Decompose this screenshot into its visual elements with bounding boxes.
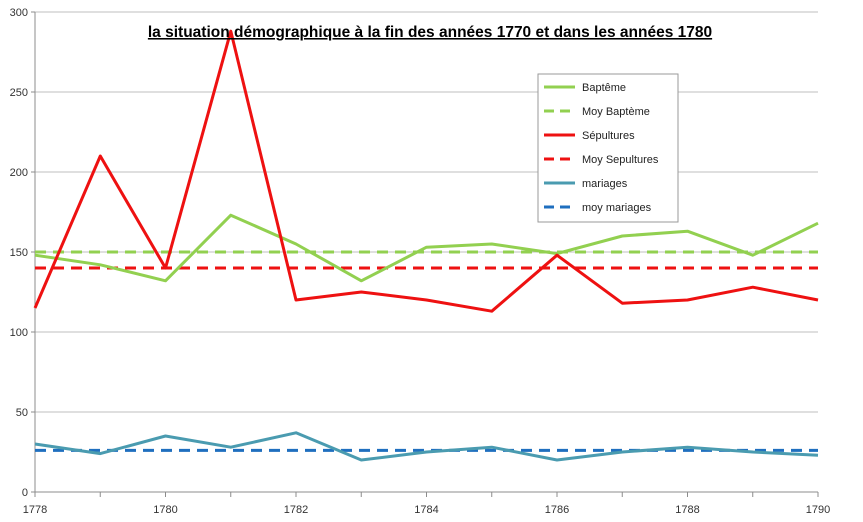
x-tick-label: 1784: [414, 504, 438, 516]
gridlines: [35, 11, 818, 413]
series-line-5: [34, 431, 819, 462]
y-tick-label: 50: [16, 407, 28, 419]
legend-label-2: Moy Baptème: [582, 106, 650, 118]
y-tick-label: 200: [10, 167, 28, 179]
legend-label-4: Moy Sepultures: [582, 154, 659, 166]
x-tick-label: 1778: [23, 504, 47, 516]
chart-title: la situation démographique à la fin des …: [148, 24, 712, 41]
legend-label-3: Sépultures: [582, 130, 635, 142]
legend: Baptême Moy Baptème Sépultures Moy Sepultur…: [537, 73, 679, 223]
legend-label-6: moy mariages: [582, 202, 652, 214]
legend-label-1: Baptême: [582, 82, 626, 94]
x-tick-labels: 1778 1780 1782 1784 1786 1788 1790: [23, 504, 830, 516]
y-tick-label: 300: [10, 7, 28, 19]
series-line-1: [34, 213, 819, 283]
series-line-3: [33, 29, 819, 313]
series-lines: [33, 29, 819, 462]
x-tick-label: 1786: [545, 504, 569, 516]
axes: [31, 11, 819, 497]
y-tick-label: 250: [10, 87, 28, 99]
y-tick-label: 100: [10, 327, 28, 339]
y-tick-label: 150: [10, 247, 28, 259]
x-tick-label: 1790: [806, 504, 830, 516]
legend-label-5: mariages: [582, 178, 628, 190]
x-tick-label: 1788: [675, 504, 699, 516]
y-tick-label: 0: [22, 487, 28, 499]
legend-box: [537, 73, 679, 223]
y-tick-labels: 0 50 100 150 200 250 300: [10, 7, 28, 499]
x-tick-label: 1782: [284, 504, 308, 516]
x-tick-label: 1780: [153, 504, 177, 516]
